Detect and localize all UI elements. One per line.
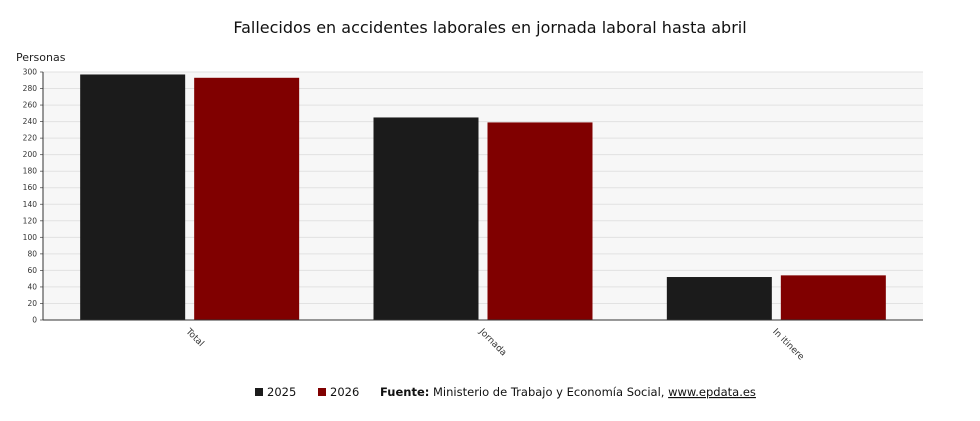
y-tick-label: 120 bbox=[23, 216, 38, 225]
bar-2026-total bbox=[194, 77, 300, 320]
y-tick-label: 80 bbox=[27, 249, 37, 258]
grid-lines bbox=[43, 71, 923, 304]
x-tick-label: Jornada bbox=[476, 326, 508, 358]
y-tick-label: 160 bbox=[23, 183, 38, 192]
legend-swatch-2026 bbox=[318, 388, 326, 396]
y-tick-label: 200 bbox=[23, 150, 38, 159]
y-tick-label: 220 bbox=[23, 134, 38, 143]
y-tick-label: 40 bbox=[27, 282, 37, 291]
y-tick-label: 180 bbox=[23, 167, 38, 176]
bar-2025-in-itinere bbox=[666, 277, 772, 320]
y-tick-label: 140 bbox=[23, 200, 38, 209]
y-tick-label: 20 bbox=[27, 299, 37, 308]
x-tick-label: Total bbox=[183, 326, 206, 349]
source-label: Fuente: bbox=[380, 385, 429, 399]
chart-title: Fallecidos en accidentes laborales en jo… bbox=[233, 18, 746, 37]
x-tick-label: In itinere bbox=[770, 327, 806, 363]
y-tick-label: 0 bbox=[32, 316, 37, 325]
plot-area bbox=[43, 72, 923, 320]
y-tick-label: 300 bbox=[23, 68, 38, 77]
legend-label-2025: 2025 bbox=[267, 385, 296, 399]
source-link[interactable]: www.epdata.es bbox=[668, 385, 756, 399]
bars bbox=[80, 74, 886, 320]
y-tick-label: 100 bbox=[23, 233, 38, 242]
bar-2025-total bbox=[80, 74, 186, 320]
y-tick-label: 60 bbox=[27, 266, 37, 275]
legend-swatch-2025 bbox=[255, 388, 263, 396]
legend: 2025 2026 bbox=[255, 385, 359, 399]
y-axis-label: Personas bbox=[16, 51, 66, 64]
x-axis-labels: Total Jornada In itinere bbox=[183, 326, 806, 362]
y-tick-label: 240 bbox=[23, 117, 38, 126]
source-note: Fuente: Ministerio de Trabajo y Economía… bbox=[380, 385, 756, 399]
y-axis-ticks: 0 20 40 60 80 100 120 140 160 180 200 220 240 260 280 3… bbox=[23, 68, 43, 325]
bar-2025-jornada bbox=[373, 117, 479, 320]
bar-2026-in-itinere bbox=[780, 275, 886, 320]
legend-label-2026: 2026 bbox=[330, 385, 359, 399]
y-tick-label: 280 bbox=[23, 84, 38, 93]
bar-2026-jornada bbox=[487, 122, 593, 320]
y-tick-label: 260 bbox=[23, 101, 38, 110]
source-text: Ministerio de Trabajo y Economía Social, bbox=[429, 385, 668, 399]
